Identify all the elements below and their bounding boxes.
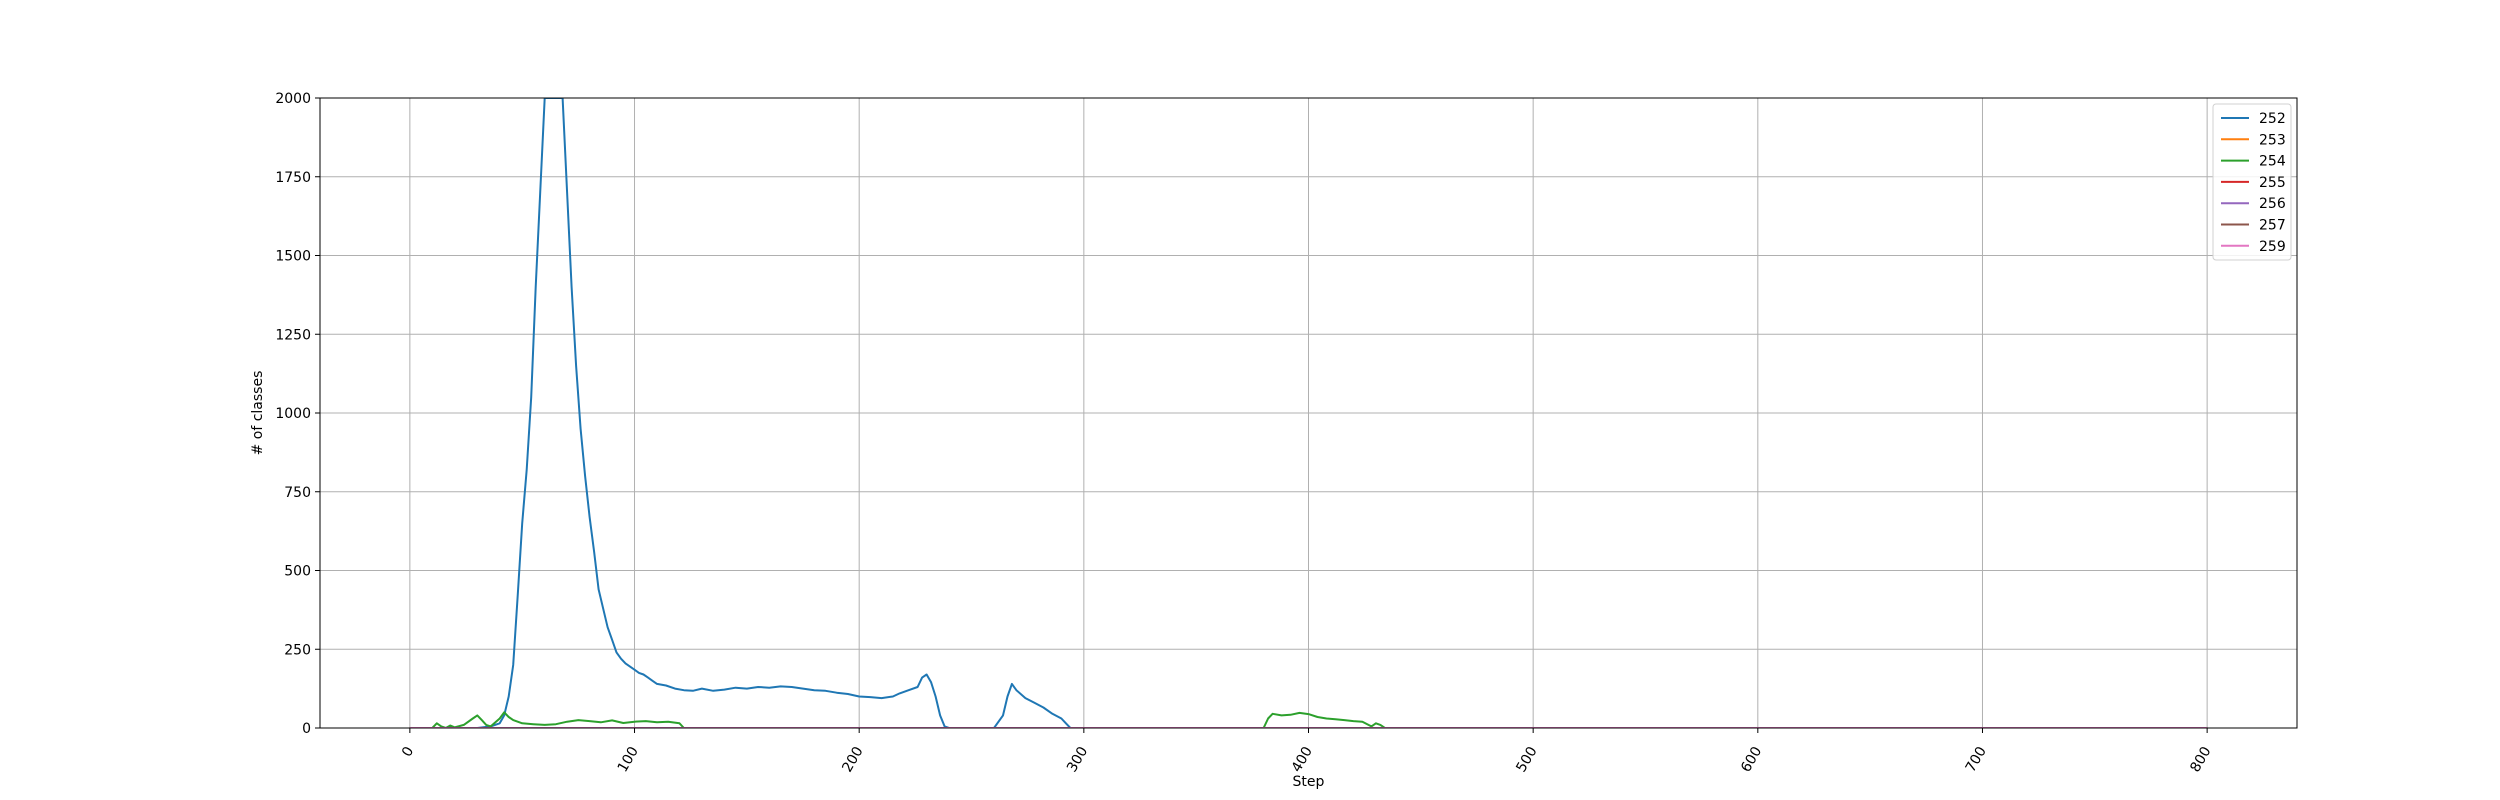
- legend-label-259: 259: [2259, 239, 2286, 255]
- legend-label-253: 253: [2259, 132, 2286, 148]
- y-tick-label: 1750: [275, 170, 311, 186]
- legend-label-257: 257: [2259, 218, 2286, 234]
- legend-box: [2212, 103, 2292, 261]
- y-axis-label: # of classes: [250, 371, 266, 456]
- x-tick-label: 400: [1289, 744, 1316, 775]
- y-tick-label: 2000: [275, 91, 311, 107]
- y-tick-label: 500: [284, 564, 311, 580]
- legend-label-256: 256: [2259, 196, 2286, 212]
- x-tick-label: 300: [1064, 744, 1091, 775]
- y-tick-label: 250: [284, 642, 311, 658]
- x-tick-label: 100: [615, 744, 642, 775]
- series-line-254: [409, 711, 2208, 728]
- y-axis: 0 250 500 750 1000 1250 1500 1750 2000: [275, 91, 320, 737]
- legend: 252 253 254 255 256 257 259: [2212, 103, 2292, 261]
- x-tick-label: 200: [839, 744, 866, 775]
- grid: [320, 97, 2297, 729]
- legend-label-254: 254: [2259, 154, 2286, 170]
- x-tick-label: 0: [399, 744, 417, 760]
- x-tick-label: 500: [1513, 744, 1540, 775]
- legend-label-255: 255: [2259, 175, 2286, 191]
- y-tick-label: 1000: [275, 406, 311, 422]
- legend-label-252: 252: [2259, 111, 2286, 127]
- x-tick-label: 600: [1738, 744, 1765, 775]
- x-axis-label: Step: [1293, 774, 1325, 790]
- x-tick-label: 800: [2187, 744, 2214, 775]
- y-tick-label: 1250: [275, 327, 311, 343]
- y-tick-label: 750: [284, 485, 311, 501]
- y-tick-label: 0: [302, 721, 311, 737]
- series-line-252: [409, 98, 2208, 728]
- plot-lines: [409, 98, 2208, 728]
- y-tick-label: 1500: [275, 249, 311, 265]
- x-axis: 0 100 200 300 400 500 600 700 800: [399, 728, 2215, 775]
- x-tick-label: 700: [1963, 744, 1990, 775]
